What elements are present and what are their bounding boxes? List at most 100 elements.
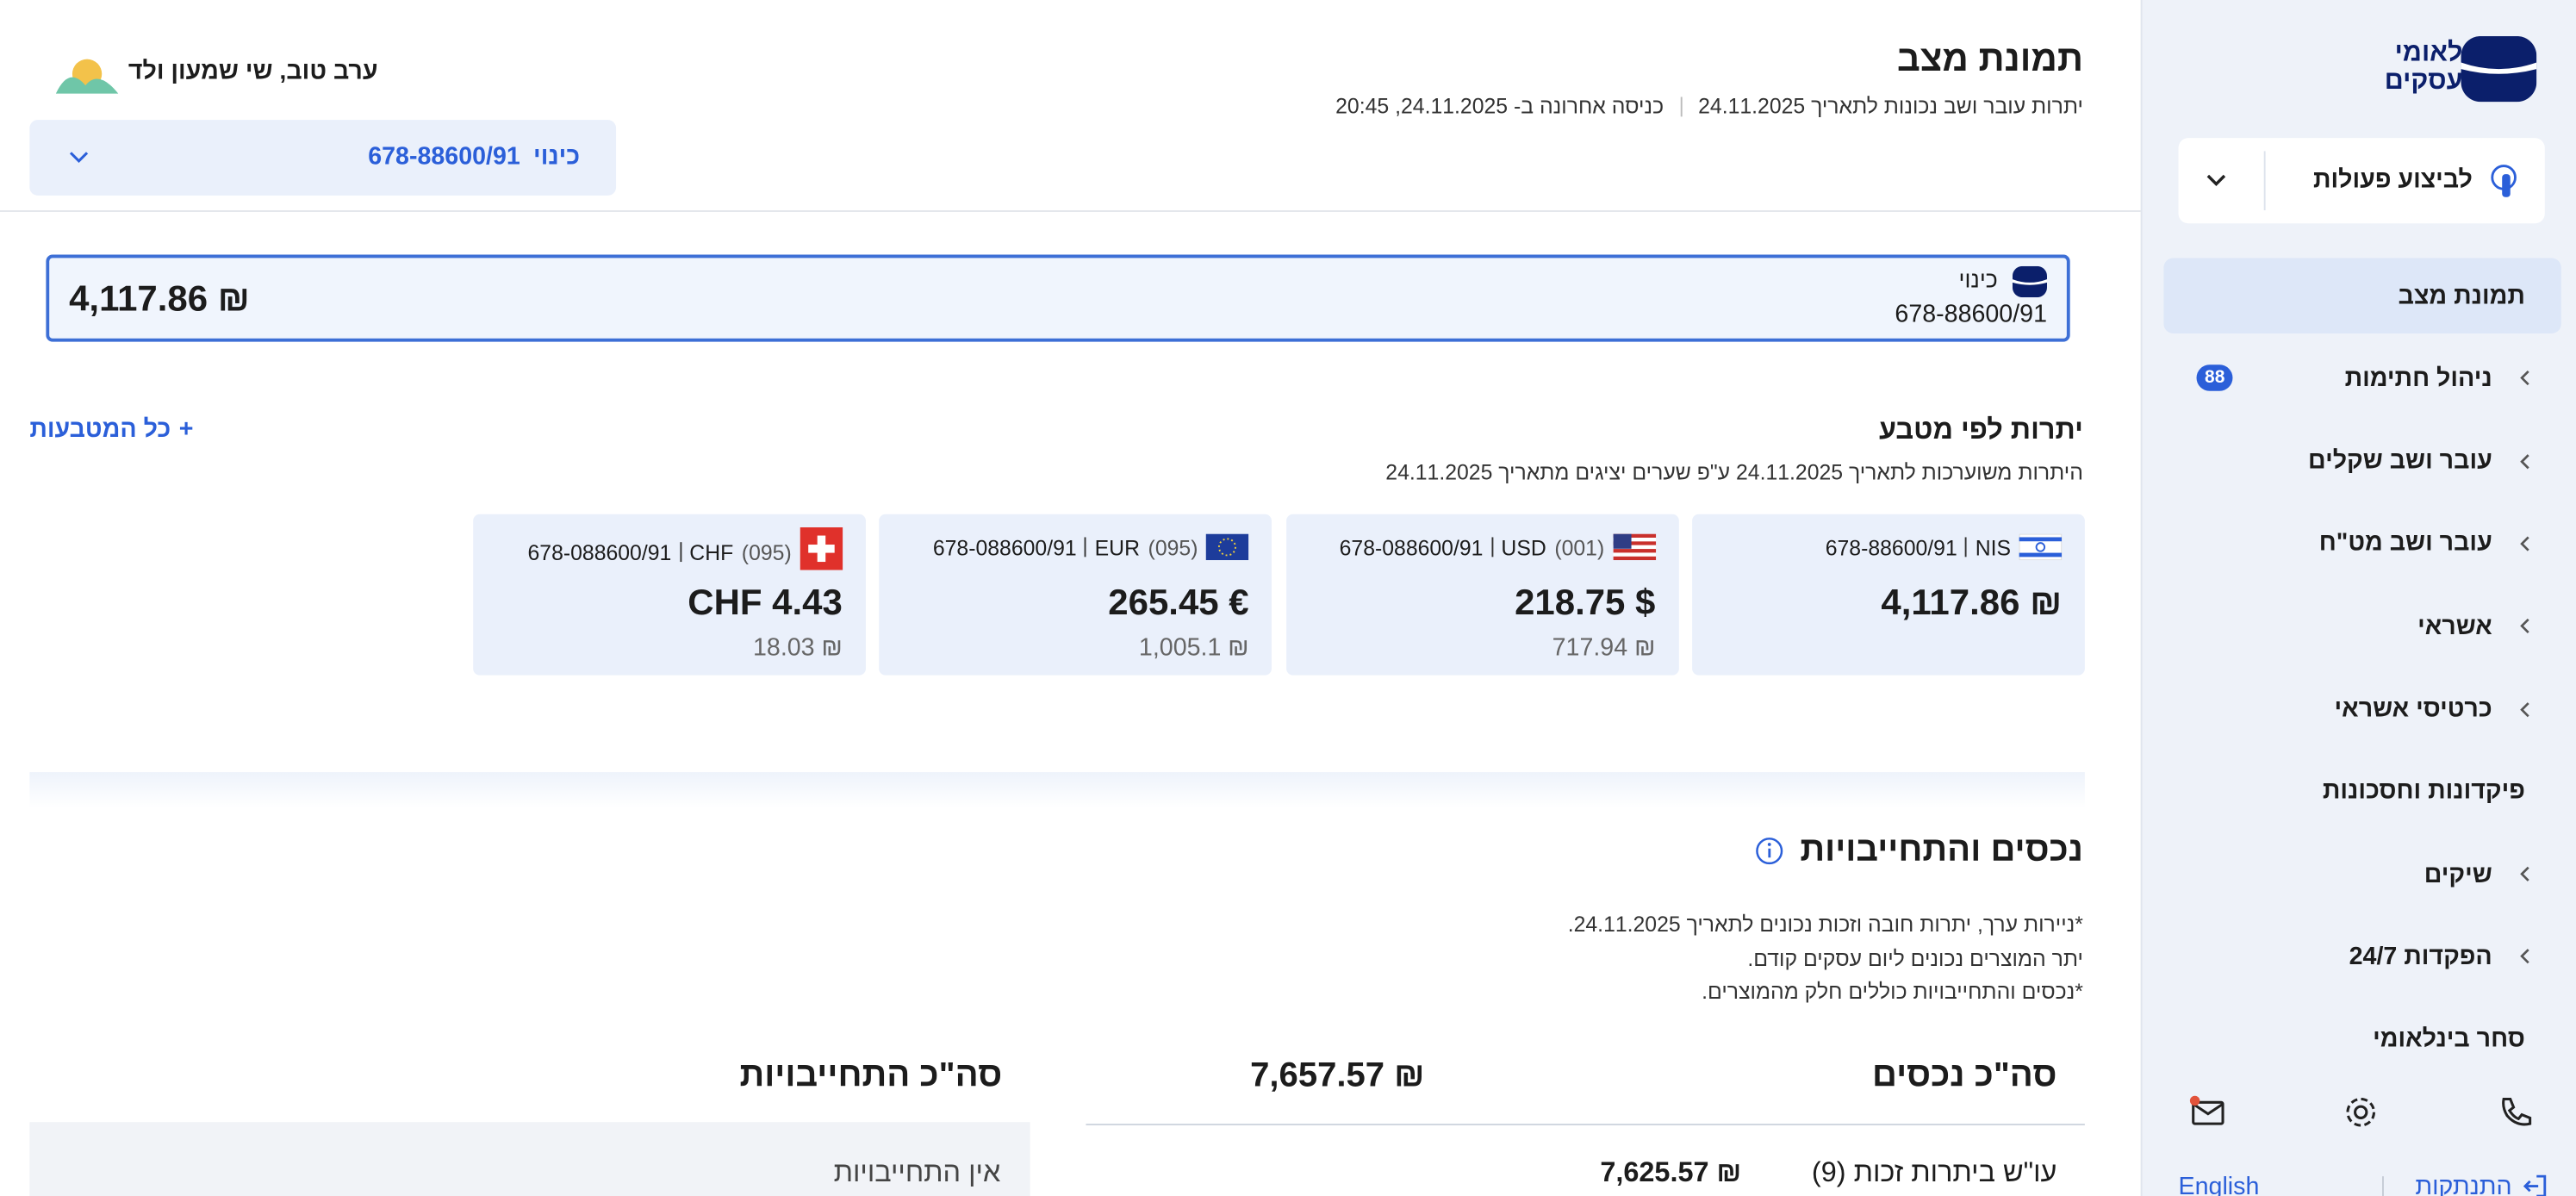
- menu-item[interactable]: תמונת מצב: [2163, 258, 2561, 334]
- code-id: (001): [1554, 534, 1605, 560]
- total-assets-label: סה"כ נכסים: [1872, 1056, 2057, 1094]
- info-icon[interactable]: [1754, 836, 1783, 865]
- asset-row-amount: 7,625.57 ₪: [1600, 1156, 1742, 1188]
- flag-bg: [1206, 533, 1249, 561]
- section-title: יתרות לפי מטבע: [1879, 414, 2083, 445]
- flag-stripe: [1612, 545, 1656, 550]
- menu-label: כרטיסי אשראי: [2334, 695, 2492, 723]
- weather-icon: [55, 59, 119, 94]
- flag-stripe: [1612, 538, 1656, 542]
- menu-label: עובר ושב שקלים: [2308, 446, 2492, 476]
- card-amount: 265.45 €: [1108, 581, 1249, 623]
- card-account: 678-088600/91: [932, 534, 1077, 560]
- chevron-down: [2206, 174, 2226, 186]
- actions-label: לביצוע פעולות: [2313, 165, 2473, 194]
- flag: [1206, 533, 1249, 561]
- currency-card[interactable]: (095) CHF 678-088600/91 CHF 4.43 18.03 ₪: [472, 514, 866, 676]
- chevron: [2520, 701, 2529, 717]
- menu-item[interactable]: שיקים: [2163, 837, 2560, 913]
- card-nis: 18.03 ₪: [753, 633, 843, 663]
- chevron-path: [2520, 866, 2529, 882]
- chevron-path: [2520, 371, 2529, 386]
- chevron-path: [2520, 619, 2529, 634]
- header-divider: [0, 210, 2141, 212]
- separator: [679, 542, 681, 563]
- menu-item[interactable]: כרטיסי אשראי: [2163, 671, 2560, 747]
- link-label: כל המטבעות: [29, 415, 171, 444]
- sidebar: לאומי עסקים לביצוע פעולות תמונת מצב ניהול …: [2140, 0, 2576, 1196]
- total-liabilities-label: סה"כ התחייבויות: [739, 1056, 1003, 1094]
- card-header: (095) EUR 678-088600/91: [932, 533, 1249, 561]
- note: *נכסים והתחייבויות כוללים חלק מהמוצרים.: [1702, 979, 2083, 1004]
- selector-text: כינוי 678-88600/91: [368, 143, 580, 171]
- flag-stars: [1218, 538, 1237, 557]
- account-balance: 4,117.86 ₪: [69, 277, 250, 319]
- flag: [1612, 533, 1656, 561]
- logout-label: התנתקות: [2415, 1173, 2512, 1196]
- chevron: [2520, 949, 2529, 964]
- divider: [1680, 96, 1683, 116]
- chevron-path: [2520, 949, 2529, 964]
- liabilities-panel: אין התחייבויות: [29, 1122, 1030, 1196]
- flag-stripe: [1612, 552, 1656, 557]
- card-account: 678-88600/91: [1825, 534, 1957, 560]
- all-currencies-link[interactable]: + כל המטבעות: [29, 415, 194, 444]
- menu-item[interactable]: פיקדונות וחסכונות: [2163, 754, 2560, 830]
- menu-label: שיקים: [2424, 860, 2492, 888]
- menu-item[interactable]: עובר ושב שקלים: [2163, 423, 2560, 499]
- actions-button[interactable]: לביצוע פעולות: [2178, 138, 2545, 224]
- note: יתר המוצרים נכונים ליום עסקים קודם.: [1747, 945, 2083, 970]
- menu-label: סחר בינלאומי: [2373, 1025, 2525, 1054]
- flag-stripe: [1612, 556, 1656, 561]
- chevron: [2520, 536, 2529, 551]
- chevron-down: [69, 152, 89, 164]
- touch-icon: [2491, 165, 2517, 197]
- code: CHF: [689, 539, 734, 564]
- header-info: יתרות עובר ושב נכונות לתאריך 24.11.2025 כ…: [1335, 94, 2083, 119]
- currency-card[interactable]: (095) EUR 678-088600/91 265.45 € 1,005.1 ₪: [879, 514, 1272, 676]
- card-account: 678-088600/91: [1339, 534, 1484, 560]
- card-header: NIS 678-88600/91: [1825, 533, 2063, 561]
- menu-item[interactable]: הפקדות 24/7: [2163, 919, 2560, 995]
- title-text: נכסים והתחייבויות: [1800, 831, 2083, 869]
- menu-item[interactable]: עובר ושב מט"ח: [2163, 506, 2560, 582]
- account-selector[interactable]: כינוי 678-88600/91: [29, 120, 617, 196]
- logout-icon: [2523, 1174, 2547, 1196]
- flag-stripe: [1612, 541, 1656, 545]
- menu-item[interactable]: סחר בינלאומי: [2163, 1001, 2560, 1077]
- chevron-path: [2520, 701, 2529, 717]
- chevron-path: [2520, 453, 2529, 469]
- chevron: [2520, 619, 2529, 634]
- chevron: [2520, 453, 2529, 469]
- logout-link[interactable]: התנתקות: [2415, 1173, 2548, 1196]
- card-nis: 717.94 ₪: [1552, 633, 1656, 663]
- code: NIS: [1975, 534, 2012, 560]
- account-number: 678-88600/91: [1895, 300, 2047, 329]
- account-card[interactable]: כינוי 678-88600/91 4,117.86 ₪: [46, 254, 2070, 342]
- menu-label: פיקדונות וחסכונות: [2322, 777, 2525, 806]
- flag-stripe: [1612, 549, 1656, 553]
- currency-card[interactable]: (001) USD 678-088600/91 218.75 $ 717.94 ₪: [1285, 514, 1679, 676]
- menu-label: ניהול חתימות: [2344, 364, 2492, 393]
- card-amount: CHF 4.43: [688, 581, 843, 623]
- separator: [1965, 537, 1968, 558]
- menu-label: הפקדות 24/7: [2349, 943, 2492, 971]
- flag: [2019, 533, 2063, 561]
- flag-stripe: [1612, 533, 1656, 539]
- flag-cross: [807, 545, 835, 553]
- menu-label: תמונת מצב: [2398, 281, 2525, 310]
- settings-icon[interactable]: [2343, 1094, 2379, 1131]
- phone-icon[interactable]: [2497, 1094, 2533, 1131]
- page-title: תמונת מצב: [1896, 37, 2083, 79]
- currency-card[interactable]: NIS 678-88600/91 4,117.86 ₪: [1692, 514, 2085, 676]
- flag-stripe: [2019, 552, 2063, 558]
- menu-label: אשראי: [2417, 612, 2492, 640]
- menu-item[interactable]: ניהול חתימות 88: [2163, 340, 2560, 416]
- card-nis: 1,005.1 ₪: [1138, 633, 1249, 663]
- menu-item[interactable]: אשראי: [2163, 589, 2560, 664]
- language-link[interactable]: English: [2178, 1173, 2260, 1196]
- mail-icon[interactable]: [2188, 1094, 2228, 1131]
- brand-name: לאומי עסקים: [2385, 40, 2463, 96]
- selector-label: כינוי: [533, 142, 581, 171]
